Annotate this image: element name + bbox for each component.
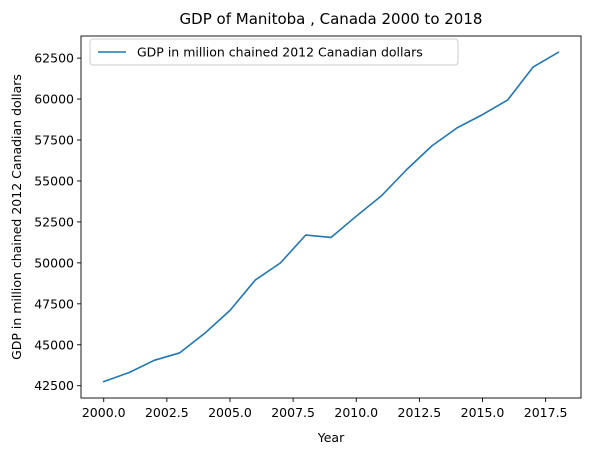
x-tick-label: 2010.0 [334, 405, 378, 420]
y-axis: 42500 45000 47500 50000 52500 55000 57500 60000… [34, 51, 81, 393]
legend-box [89, 38, 459, 66]
y-tick-label: 62500 [34, 51, 74, 66]
plot-area [102, 51, 560, 383]
plot-frame [80, 35, 582, 399]
x-tick-label: 2005.0 [208, 405, 252, 420]
series-line [102, 51, 560, 383]
chart-title: GDP of Manitoba , Canada 2000 to 2018 [180, 10, 483, 28]
x-tick-label: 2017.5 [524, 405, 568, 420]
y-tick-label: 52500 [34, 214, 74, 229]
legend-label: GDP in million chained 2012 Canadian dol… [137, 45, 423, 60]
y-tick-label: 42500 [34, 378, 74, 393]
y-tick-label: 47500 [34, 296, 74, 311]
x-tick-label: 2007.5 [271, 405, 315, 420]
y-tick-label: 55000 [34, 173, 74, 188]
y-tick-label: 50000 [34, 255, 74, 270]
y-tick-label: 45000 [34, 337, 74, 352]
y-axis-label: GDP in million chained 2012 Canadian dol… [9, 74, 24, 360]
x-tick-label: 2015.0 [461, 405, 505, 420]
legend: GDP in million chained 2012 Canadian dol… [89, 38, 459, 66]
x-tick-label: 2002.5 [145, 405, 189, 420]
x-tick-label: 2012.5 [398, 405, 442, 420]
x-axis-label: Year [317, 430, 345, 445]
y-tick-label: 57500 [34, 133, 74, 148]
x-axis: 2000.0 2002.5 2005.0 2007.5 2010.0 2012.5 2015… [82, 398, 568, 420]
x-tick-label: 2000.0 [82, 405, 126, 420]
y-tick-label: 60000 [34, 92, 74, 107]
